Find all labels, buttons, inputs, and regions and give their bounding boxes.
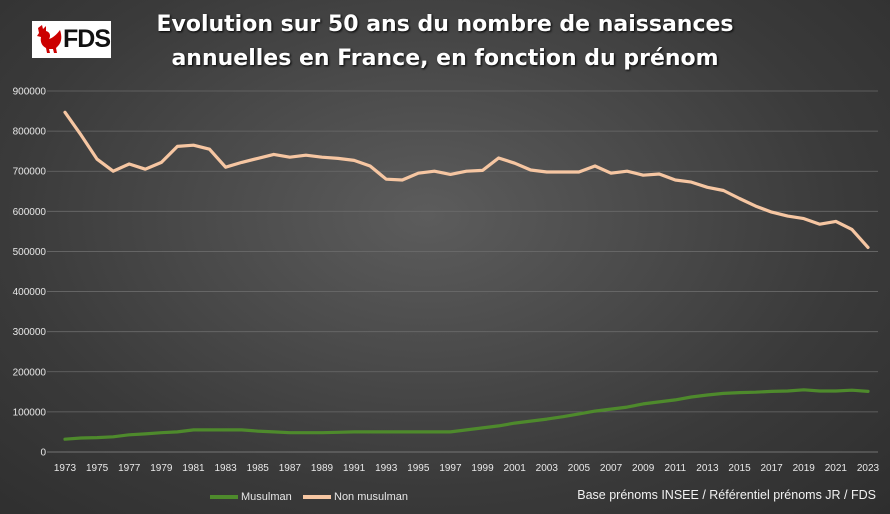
- gridlines: [47, 90, 878, 453]
- x-tick-label: 1973: [54, 463, 77, 474]
- x-tick-label: 2009: [632, 463, 655, 474]
- y-axis-ticks: 0 100000 200000 300000 400000 500000 600000 700…: [13, 87, 47, 459]
- x-tick-label: 2019: [793, 463, 816, 474]
- legend-item-musulman: Musulman: [210, 491, 292, 503]
- y-tick-label: 200000: [13, 367, 47, 378]
- y-tick-label: 100000: [13, 407, 47, 418]
- legend-label-musulman: Musulman: [241, 491, 292, 503]
- x-axis-ticks: 1973 1975 1977 1979 1981 1983 1985 1987 1989 1991…: [54, 463, 880, 474]
- x-tick-label: 2005: [568, 463, 591, 474]
- source-note: Base prénoms INSEE / Référentiel prénoms…: [577, 488, 876, 502]
- logo-text: FDS: [63, 25, 111, 53]
- x-tick-label: 1985: [247, 463, 270, 474]
- y-tick-label: 800000: [13, 127, 47, 138]
- x-tick-label: 2007: [600, 463, 623, 474]
- x-tick-label: 1977: [118, 463, 141, 474]
- y-tick-label: 500000: [13, 247, 47, 258]
- y-tick-label: 700000: [13, 167, 47, 178]
- legend-item-non-musulman: Non musulman: [303, 491, 408, 503]
- series-line-musulman: [63, 388, 870, 441]
- series-lines: [63, 110, 870, 441]
- x-tick-label: 1981: [182, 463, 205, 474]
- x-tick-label: 2013: [696, 463, 719, 474]
- chart-title-line1: Evolution sur 50 ans du nombre de naissa…: [156, 12, 734, 37]
- y-tick-label: 600000: [13, 207, 47, 218]
- fds-logo: FDS: [32, 21, 111, 58]
- legend-label-non-musulman: Non musulman: [334, 491, 408, 503]
- x-tick-label: 1993: [375, 463, 398, 474]
- y-tick-label: 0: [40, 448, 46, 459]
- x-tick-label: 2011: [665, 463, 687, 474]
- legend-swatch-musulman: [210, 495, 238, 500]
- x-tick-label: 2023: [857, 463, 880, 474]
- x-tick-label: 1975: [86, 463, 109, 474]
- y-tick-label: 900000: [13, 87, 47, 98]
- x-tick-label: 2015: [728, 463, 751, 474]
- chart-title-line2: annuelles en France, en fonction du prén…: [171, 46, 719, 71]
- x-tick-label: 1987: [279, 463, 302, 474]
- x-tick-label: 2001: [504, 463, 527, 474]
- chart-title: Evolution sur 50 ans du nombre de naissa…: [150, 8, 740, 76]
- x-tick-label: 2021: [825, 463, 848, 474]
- x-tick-label: 1999: [471, 463, 494, 474]
- x-tick-label: 1989: [311, 463, 334, 474]
- x-tick-label: 2003: [536, 463, 559, 474]
- rooster-icon: [37, 25, 62, 53]
- legend-swatch-non-musulman: [303, 495, 331, 500]
- x-tick-label: 2017: [761, 463, 784, 474]
- x-tick-label: 1979: [150, 463, 173, 474]
- x-tick-label: 1983: [214, 463, 237, 474]
- series-line-non-musulman: [63, 110, 870, 249]
- y-tick-label: 300000: [13, 327, 47, 338]
- y-tick-label: 400000: [13, 287, 47, 298]
- x-tick-label: 1995: [407, 463, 430, 474]
- x-tick-label: 1997: [439, 463, 462, 474]
- x-tick-label: 1991: [343, 463, 366, 474]
